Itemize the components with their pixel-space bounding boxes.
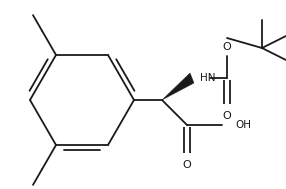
- Text: HN: HN: [200, 73, 215, 83]
- Text: O: O: [223, 42, 231, 52]
- Text: OH: OH: [235, 120, 251, 130]
- Polygon shape: [162, 73, 194, 100]
- Text: O: O: [223, 111, 231, 121]
- Text: O: O: [183, 160, 191, 170]
